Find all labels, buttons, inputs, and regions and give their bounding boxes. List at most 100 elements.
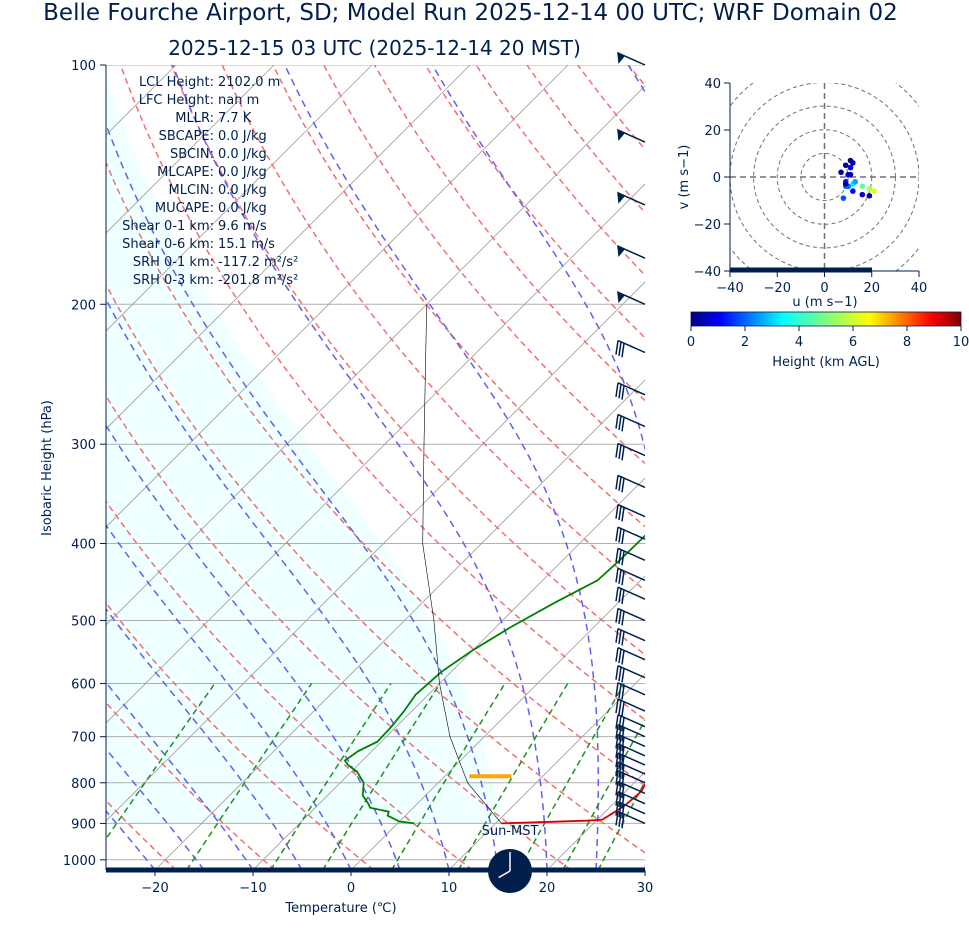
- clock-label: Sun-MST: [482, 824, 539, 839]
- moist-adiabat-line: [106, 809, 156, 870]
- hodograph-x-tick-label: −40: [716, 281, 743, 296]
- wind-barb: [615, 547, 646, 566]
- x-tick-label: −20: [141, 881, 168, 896]
- wind-barb: [617, 51, 646, 66]
- x-tick-label: 30: [637, 881, 654, 896]
- clock-hour-hand: [498, 870, 511, 879]
- parcel-path: [422, 304, 502, 824]
- hodograph-x-label: u (m s−1): [792, 295, 857, 310]
- isotherm-line: [448, 673, 645, 870]
- dry-adiabat-line: [106, 701, 276, 870]
- colorbar-gradient: [690, 311, 962, 327]
- x-tick-label: 0: [347, 881, 355, 896]
- isotherm-line: [106, 65, 373, 332]
- hodograph-y-tick-label: 20: [704, 124, 721, 139]
- annotation-label: MLCAPE:: [157, 165, 214, 180]
- hodograph-point: [847, 171, 854, 178]
- isotherm-line: [644, 869, 645, 870]
- moist-adiabat-line: [106, 122, 499, 870]
- wind-barb: [615, 733, 646, 752]
- annotation-label: MLLR:: [175, 111, 214, 126]
- wind-barb: [615, 761, 646, 779]
- hodograph-point: [850, 188, 856, 194]
- isotherm-line: [106, 65, 569, 528]
- wind-barb: [615, 723, 646, 742]
- dry-adiabat-line: [170, 65, 645, 656]
- annotation-value: 0.0 J/kg: [218, 165, 267, 180]
- dry-adiabat-line: [0, 65, 77, 870]
- annotation-label: Shear 0-1 km:: [122, 219, 214, 234]
- wind-barb: [615, 413, 646, 432]
- hodograph-y-tick-label: −20: [694, 218, 721, 233]
- annotation-label: SRH 0-1 km:: [133, 255, 214, 270]
- hodograph-y-label: v (m s−1): [677, 145, 692, 210]
- hodograph-x-tick-label: 20: [863, 281, 880, 296]
- hodograph-point: [852, 178, 859, 185]
- hodograph-y-tick-label: 0: [713, 171, 721, 186]
- dry-adiabat-line: [106, 601, 375, 870]
- moist-adiabat-line: [106, 607, 303, 870]
- colorbar-tick-label: 8: [903, 335, 911, 350]
- wind-barb: [615, 567, 646, 586]
- parcel-shading: [106, 77, 502, 824]
- wind-barb: [615, 713, 646, 732]
- dry-adiabat-line: [119, 65, 645, 721]
- wind-barb: [615, 810, 646, 829]
- hodograph-point: [847, 164, 854, 171]
- y-tick-label: 400: [71, 538, 96, 553]
- annotation-label: SRH 0-3 km:: [133, 273, 214, 288]
- y-axis-label: Isobaric Height (hPa): [40, 400, 55, 536]
- wind-barb: [617, 244, 646, 259]
- dry-adiabat-line: [106, 160, 645, 787]
- moist-adiabat-line: [106, 297, 450, 870]
- annotation-label: Shear 0-6 km:: [122, 237, 214, 252]
- wind-barb: [617, 290, 646, 305]
- x-axis-label: Temperature (℃): [284, 901, 396, 916]
- annotation-label: MUCAPE:: [155, 201, 214, 216]
- isotherm-line: [743, 65, 969, 870]
- isotherm-line: [350, 575, 645, 870]
- wind-barb: [615, 474, 646, 493]
- wind-barb: [615, 743, 646, 761]
- y-tick-label: 800: [71, 777, 96, 792]
- annotation-value: -201.8 m²/s²: [218, 273, 298, 288]
- annotation-label: LCL Height:: [139, 75, 214, 90]
- isotherm-line: [252, 477, 645, 870]
- hodograph-y-tick-label: −40: [694, 265, 721, 280]
- hodograph-point: [842, 181, 849, 187]
- annotation-value: 2102.0 m: [218, 75, 280, 90]
- dry-adiabat-line: [106, 394, 572, 870]
- wind-barb: [615, 791, 646, 809]
- mixing-ratio-line: [457, 683, 569, 870]
- annotation-value: -117.2 m²/s²: [218, 255, 298, 270]
- hodograph-point: [866, 185, 873, 192]
- mixing-ratio-line: [517, 683, 625, 870]
- isotherm-line: [106, 65, 471, 430]
- y-tick-label: 200: [71, 298, 96, 313]
- hodograph-point: [871, 188, 877, 194]
- wind-barb: [615, 382, 646, 400]
- annotation-value: nan m: [218, 93, 259, 108]
- skewt-plot-area: [0, 65, 969, 871]
- x-tick-label: −10: [239, 881, 266, 896]
- x-tick-label: 20: [539, 881, 556, 896]
- hodograph-x-tick-label: −20: [764, 281, 791, 296]
- annotation-value: 7.7 K: [218, 111, 252, 126]
- dry-adiabat-line: [323, 65, 645, 465]
- annotation-value: 0.0 J/kg: [218, 129, 267, 144]
- mixing-ratio-line: [653, 684, 750, 871]
- mixing-ratio-line: [597, 780, 645, 870]
- moist-adiabat-line: [172, 65, 548, 870]
- hodograph-y-tick-label: 40: [704, 77, 721, 92]
- mixing-ratio-line: [562, 718, 645, 870]
- wind-barb: [615, 503, 646, 522]
- hodograph-point: [859, 183, 866, 190]
- dry-adiabat-line: [272, 65, 645, 528]
- hodograph-x-tick-label: 40: [911, 281, 928, 296]
- colorbar-tick-label: 0: [687, 335, 695, 350]
- y-tick-label: 500: [71, 615, 96, 630]
- hodograph-point: [859, 191, 866, 198]
- dewpoint-profile: [343, 534, 645, 825]
- dry-adiabat-line: [106, 799, 177, 870]
